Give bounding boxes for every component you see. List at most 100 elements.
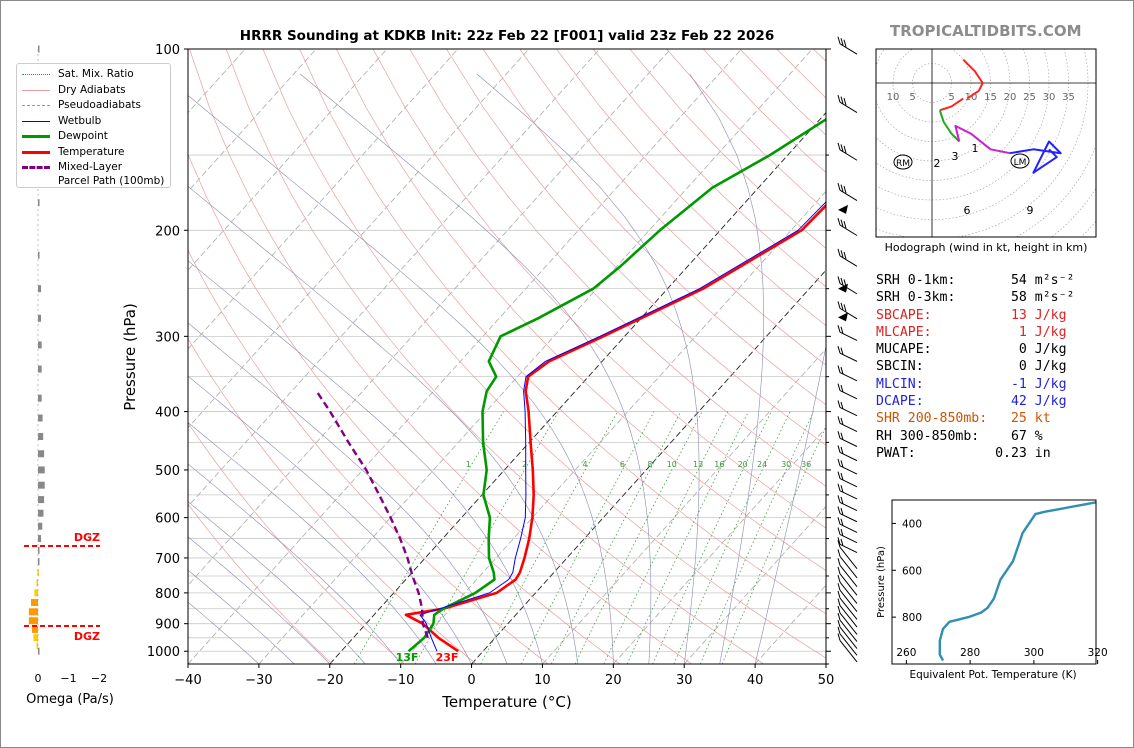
mixing-ratio-label: 13 bbox=[693, 460, 703, 469]
wind-barb-flag bbox=[840, 250, 844, 258]
omega-bar bbox=[38, 558, 40, 566]
wind-barb-flag bbox=[840, 485, 844, 493]
x-tick-label: 50 bbox=[818, 673, 835, 688]
hodo-ring-label: 5 bbox=[909, 92, 915, 103]
skewt-axes-frame bbox=[187, 48, 827, 665]
pseudoadiabat bbox=[299, 73, 652, 664]
omega-bar bbox=[38, 365, 42, 373]
pseudoadiabat bbox=[476, 73, 700, 664]
omega-bar bbox=[38, 509, 44, 517]
mixing-ratio-line bbox=[652, 411, 772, 664]
wind-barb bbox=[839, 189, 858, 202]
skewt-plot: 1 2 4 6 8 10 13 16 20 24 30 36−40 −30 −20 −10 0 10 20 30 40… bbox=[121, 43, 835, 711]
omega-bar bbox=[38, 414, 43, 422]
wind-barb-flag bbox=[840, 432, 844, 440]
wind-barb-flag bbox=[837, 445, 841, 453]
legend-label: Pseudoadiabats bbox=[58, 99, 141, 111]
legend-label: Temperature bbox=[58, 145, 125, 158]
isotherm bbox=[188, 49, 530, 429]
pseudoadiabat bbox=[689, 73, 764, 664]
wind-barb-flag bbox=[837, 400, 841, 408]
wind-barb bbox=[839, 283, 858, 295]
wind-barb-flag bbox=[840, 496, 844, 505]
dry-adiabat bbox=[189, 49, 692, 664]
pseudoadiabat bbox=[188, 260, 543, 664]
wind-barb-flag bbox=[840, 184, 844, 192]
omega-bar bbox=[38, 433, 44, 441]
theta-x-tick-label: 320 bbox=[1088, 647, 1108, 659]
theta-x-tick-label: 300 bbox=[1024, 647, 1044, 659]
y-axis-label: Pressure (hPa) bbox=[121, 303, 139, 411]
legend-label: Parcel Path (100mb) bbox=[58, 174, 165, 187]
mixing-ratio-line bbox=[673, 411, 791, 664]
wind-barb-flag bbox=[840, 528, 844, 537]
wind-barb-flag bbox=[837, 619, 841, 628]
wind-barb bbox=[839, 626, 858, 649]
x-tick-label: −10 bbox=[387, 673, 414, 688]
wind-barb-flag bbox=[840, 277, 844, 286]
omega-bar bbox=[38, 546, 40, 554]
pseudoadiabat bbox=[188, 422, 437, 664]
wind-barb-flag bbox=[837, 383, 841, 391]
isotherm bbox=[400, 190, 826, 664]
hodo-caption: Hodograph (wind in kt, height in km) bbox=[885, 241, 1088, 254]
rm-label: RM bbox=[896, 159, 910, 169]
wind-barb-flag bbox=[837, 183, 841, 191]
omega-bar bbox=[36, 642, 38, 650]
wind-barb-flag bbox=[840, 96, 844, 104]
omega-bar bbox=[38, 450, 45, 458]
hodo-ring-label: 5 bbox=[948, 92, 954, 103]
wind-barb-flag bbox=[837, 605, 841, 614]
wind-barb-flag bbox=[840, 144, 844, 152]
lm-marker bbox=[1010, 153, 1030, 169]
wind-barb-flag bbox=[837, 301, 841, 309]
wind-barb-flag bbox=[840, 219, 844, 227]
hodo-height-label: 6 bbox=[964, 204, 971, 217]
omega-bar bbox=[36, 579, 38, 587]
wind-barb-flag bbox=[837, 36, 841, 44]
y-tick-label: 200 bbox=[155, 224, 180, 239]
wind-barb-flag bbox=[837, 217, 841, 226]
wind-barb-flag bbox=[843, 304, 847, 312]
omega-bar bbox=[37, 568, 39, 576]
mixing-ratio-label: 1 bbox=[466, 460, 471, 469]
wind-barb bbox=[839, 589, 858, 612]
hodo-height-label: 9 bbox=[1027, 204, 1034, 217]
dry-adiabat bbox=[409, 49, 826, 487]
mixing-ratio-label: 6 bbox=[620, 460, 625, 469]
theta-y-axis-label: Pressure (hPa) bbox=[876, 546, 887, 618]
omega-bar bbox=[38, 341, 42, 349]
chart-title: HRRR Sounding at KDKB Init: 22z Feb 22 [… bbox=[240, 28, 774, 44]
wind-barb-flag bbox=[840, 401, 844, 410]
dry-adiabat bbox=[188, 337, 477, 664]
theta-y-tick-label: 800 bbox=[902, 612, 922, 624]
omega-axis-label: Omega (Pa/s) bbox=[26, 692, 114, 707]
dry-adiabat bbox=[482, 49, 826, 406]
wind-barb-flag bbox=[837, 633, 841, 641]
legend-label: Wetbulb bbox=[58, 114, 102, 127]
y-tick-label: 600 bbox=[155, 512, 180, 527]
wind-barb-flag bbox=[837, 431, 841, 439]
isotherm bbox=[258, 49, 813, 664]
wind-barb bbox=[839, 581, 858, 604]
omega-bar bbox=[38, 535, 42, 543]
isotherm bbox=[471, 269, 826, 664]
dgz-lower-label: DGZ bbox=[74, 630, 100, 643]
legend-swatch bbox=[22, 135, 50, 138]
wind-barb-flag bbox=[840, 366, 844, 375]
dry-adiabat bbox=[188, 422, 405, 664]
series-wetbulb bbox=[419, 201, 826, 652]
stat-row: SBCAPE: 13 J/kg bbox=[876, 307, 1067, 323]
omega-tick-label: −1 bbox=[60, 672, 76, 685]
y-tick-label: 900 bbox=[155, 618, 180, 633]
wind-barb-flag bbox=[843, 39, 847, 47]
hodo-ring-label: 10 bbox=[887, 92, 900, 103]
mixing-ratio-line bbox=[574, 411, 703, 664]
brand-watermark: TROPICALTIDBITS.COM bbox=[890, 22, 1082, 40]
dry-adiabat bbox=[372, 49, 826, 529]
wind-barb-flag bbox=[843, 251, 847, 260]
stat-row: SRH 0-1km: 54 m²s⁻² bbox=[876, 273, 1075, 288]
wind-barb bbox=[839, 597, 858, 620]
mixing-ratio-label: 24 bbox=[757, 460, 767, 469]
mixing-ratio-label: 8 bbox=[647, 460, 652, 469]
